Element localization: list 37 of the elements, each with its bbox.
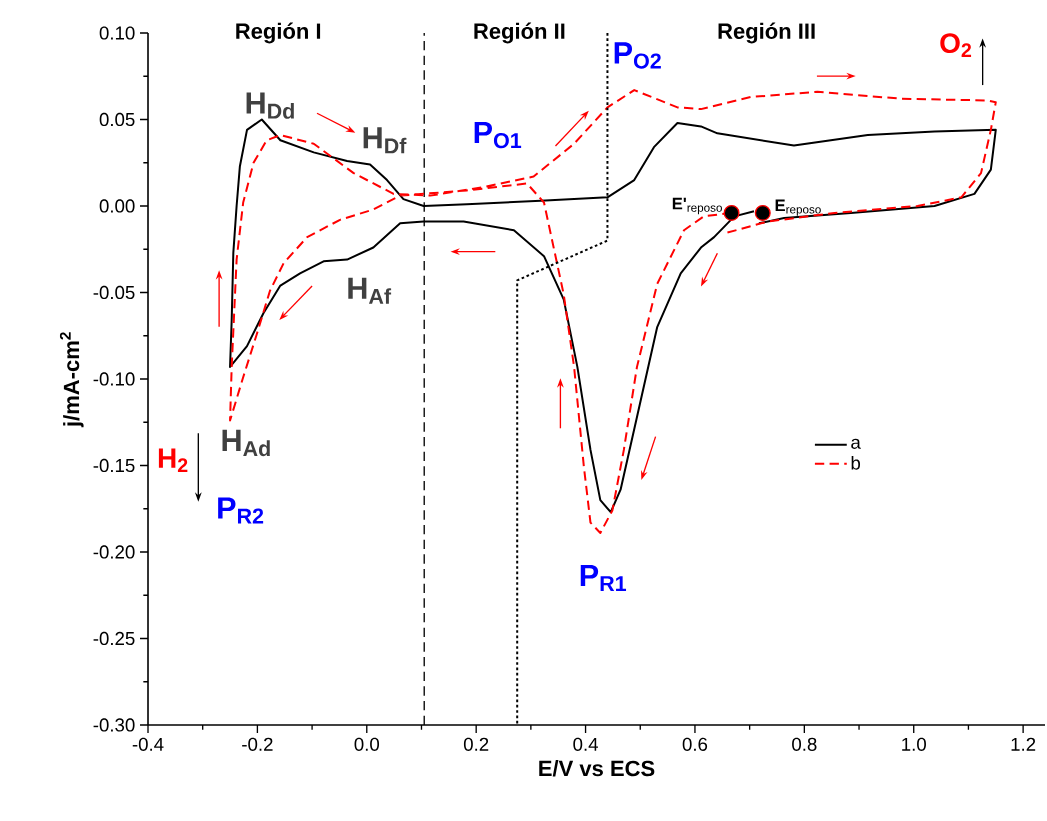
x-tick-label: 0.2 <box>463 737 489 751</box>
x-tick-label: -0.4 <box>132 737 164 751</box>
annotation: H$_{Dd}$ <box>246 92 294 119</box>
annotation: H$_{Ad}$ <box>222 429 270 457</box>
x-tick-label: 0.8 <box>792 737 817 751</box>
legend-label: b <box>851 456 861 470</box>
y-tick-label: 0.10 <box>99 26 135 40</box>
y-tick-label: 0.00 <box>99 199 135 213</box>
x-tick-label: 0.0 <box>354 737 380 751</box>
annotation: Región III <box>718 22 815 44</box>
y-tick-label: -0.10 <box>93 372 135 386</box>
y-tick-label: 0.05 <box>99 112 135 127</box>
x-tick-label: 0.6 <box>682 737 708 751</box>
annotation: E$_{reposo}$ <box>775 199 821 216</box>
x-tick-label: -0.2 <box>242 737 273 751</box>
x-tick-label: 1.2 <box>1011 737 1036 751</box>
x-axis-title: E/V vs ECS <box>539 760 655 777</box>
annotation: P$_{R1}$ <box>580 564 627 591</box>
x-tick-label: 0.4 <box>573 737 598 751</box>
annotation: Región I <box>236 22 321 44</box>
annotation: E'$_{reposo}$ <box>672 197 722 215</box>
annotation: H$_{Df}$ <box>363 127 407 154</box>
annotation: O$_{2}$ <box>940 33 972 57</box>
y-tick-label: -0.25 <box>93 631 135 646</box>
annotation: P$_{O2}$ <box>614 42 661 69</box>
y-tick-label: -0.20 <box>93 545 135 559</box>
annotation: H$_{Af}$ <box>348 277 392 304</box>
y-tick-label: -0.05 <box>93 285 135 300</box>
annotation: H$_{2}$ <box>158 448 188 473</box>
annotation: Región II <box>474 22 565 44</box>
y-tick-label: -0.30 <box>93 718 135 732</box>
annotation: P$_{R2}$ <box>218 497 264 524</box>
x-tick-label: 1.0 <box>902 737 926 751</box>
legend-label: a <box>851 438 861 449</box>
y-axis-title: j/mA-cm$^{2}$ <box>59 332 84 428</box>
annotation: P$_{O1}$ <box>474 121 522 149</box>
y-tick-label: -0.15 <box>93 458 135 473</box>
